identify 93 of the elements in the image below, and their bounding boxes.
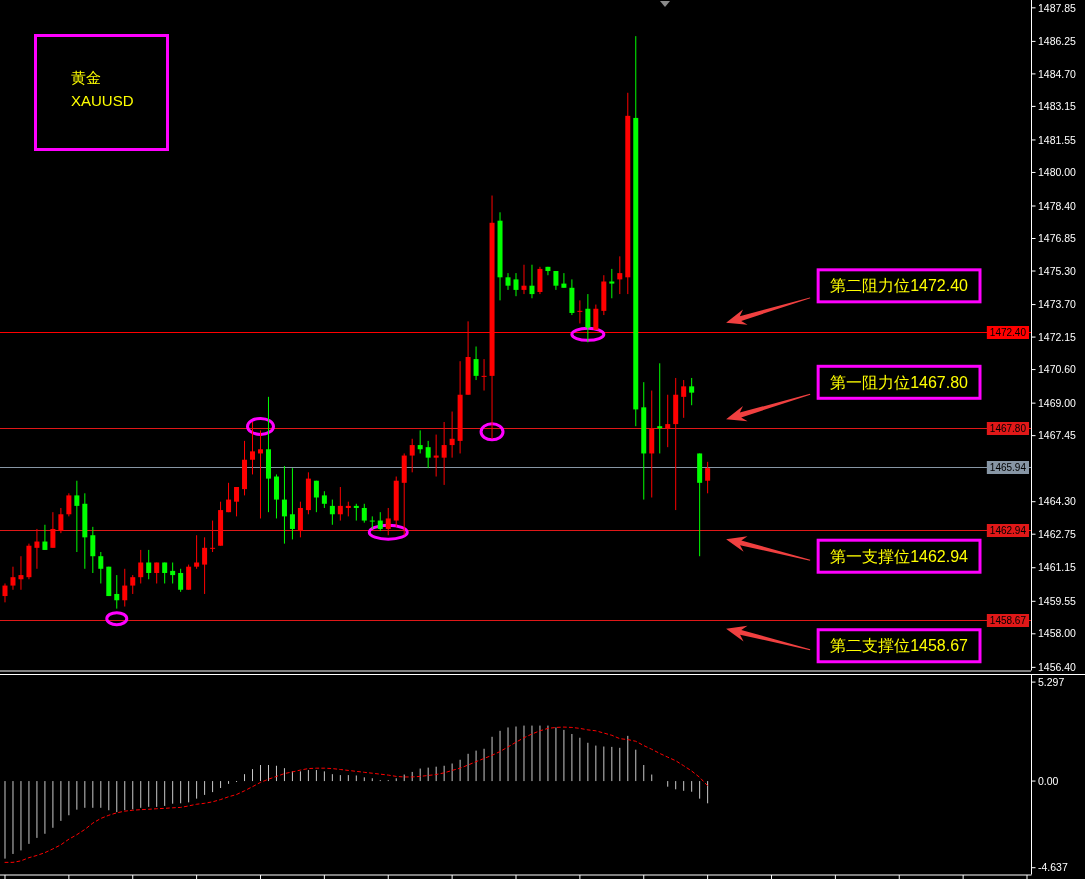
- candlestick: [665, 394, 671, 448]
- candlestick: [545, 266, 551, 276]
- candlestick: [425, 440, 431, 469]
- candlestick: [130, 574, 136, 595]
- candlestick: [226, 482, 232, 513]
- candlestick: [210, 520, 216, 553]
- y-tick-label: 1484.70: [1038, 67, 1077, 80]
- candlestick: [90, 526, 96, 574]
- candlestick: [273, 473, 279, 519]
- y-tick-label: 1481.55: [1038, 133, 1077, 146]
- candlestick: [689, 377, 695, 406]
- candlestick: [138, 549, 144, 584]
- y-tick-label: 1476.85: [1038, 232, 1077, 245]
- candlestick: [122, 568, 128, 608]
- candlestick: [481, 358, 487, 392]
- candlestick: [513, 272, 519, 297]
- candlestick: [681, 379, 687, 419]
- y-tick-label: 1467.45: [1038, 429, 1077, 442]
- candlestick: [281, 465, 287, 545]
- candlestick: [417, 429, 423, 454]
- candlestick: [529, 264, 535, 299]
- candlestick: [561, 272, 567, 289]
- candlestick: [449, 411, 455, 459]
- candlestick: [50, 511, 56, 549]
- y-tick-label: 5.297: [1038, 675, 1065, 688]
- candlestick: [329, 499, 335, 526]
- y-tick-label: 0.00: [1038, 774, 1059, 787]
- text: XAUUSD: [71, 92, 134, 109]
- candlestick: [409, 438, 415, 473]
- y-tick-label: 1473.70: [1038, 298, 1077, 311]
- line-series: [4, 726, 709, 863]
- text: 黄金: [71, 69, 101, 86]
- candlestick: [521, 264, 527, 295]
- candlestick: [577, 299, 583, 324]
- y-tick-label: 1472.15: [1038, 330, 1077, 343]
- candlestick: [42, 524, 48, 551]
- candlestick: [114, 574, 120, 610]
- candlestick: [178, 568, 184, 593]
- y-tick-label: 1459.55: [1038, 594, 1077, 607]
- y-tick-label: 1475.30: [1038, 264, 1077, 277]
- annotation: 第一阻力位1467.80: [830, 373, 969, 391]
- candlestick: [361, 503, 367, 524]
- candlestick: [146, 549, 152, 580]
- candlestick: [74, 480, 80, 553]
- y-tick-label: 1470.60: [1038, 363, 1077, 376]
- candlestick: [18, 555, 24, 591]
- candlestick: [2, 582, 8, 603]
- candlestick: [377, 511, 383, 532]
- y-tick-label: 1483.15: [1038, 100, 1077, 113]
- candlestick: [617, 255, 623, 295]
- candlestick: [289, 467, 295, 540]
- candlestick: [170, 562, 176, 584]
- y-tick-label: 1461.15: [1038, 561, 1077, 574]
- candlestick: [194, 534, 200, 570]
- y-tick-label: 1469.00: [1038, 396, 1077, 409]
- candlestick: [234, 486, 240, 517]
- candlestick: [505, 272, 511, 291]
- candlestick: [369, 515, 375, 530]
- candlestick: [593, 304, 599, 331]
- candlestick: [433, 434, 439, 478]
- y-tick-label: 1486.25: [1038, 35, 1077, 48]
- candlestick: [609, 268, 615, 299]
- candlestick: [537, 266, 543, 295]
- annotation: 第一支撑位1462.94: [830, 547, 969, 565]
- candlestick: [441, 421, 447, 486]
- y-tick-label: 1487.85: [1038, 1, 1077, 14]
- candlestick: [186, 564, 192, 591]
- candlestick: [258, 429, 263, 519]
- candlestick: [337, 486, 343, 522]
- y-tick-label: 1462.75: [1038, 527, 1077, 540]
- candlestick: [10, 566, 16, 591]
- candlestick: [34, 528, 40, 570]
- y-tick-label: 1464.30: [1038, 495, 1077, 508]
- candlestick: [313, 480, 319, 513]
- candlestick: [385, 507, 391, 536]
- candlestick: [202, 536, 208, 595]
- candlestick: [297, 501, 303, 538]
- candlestick: [473, 346, 479, 381]
- candlestick: [66, 492, 72, 517]
- candlestick: [585, 293, 591, 343]
- y-tick-label: -4.637: [1038, 861, 1068, 874]
- candlestick: [98, 551, 104, 584]
- y-tick-label: 1478.40: [1038, 199, 1077, 212]
- y-tick-label: 1480.00: [1038, 166, 1077, 179]
- candlestick: [553, 270, 559, 291]
- y-tick-label: 1458.00: [1038, 627, 1077, 640]
- y-tick-label: 1456.40: [1038, 661, 1077, 674]
- annotation: 第二阻力位1472.40: [830, 277, 969, 295]
- annotation: 第二支撑位1458.67: [830, 637, 969, 655]
- candlestick: [705, 461, 711, 494]
- candlestick: [58, 507, 64, 534]
- candlestick: [250, 421, 256, 475]
- candlestick: [657, 362, 663, 454]
